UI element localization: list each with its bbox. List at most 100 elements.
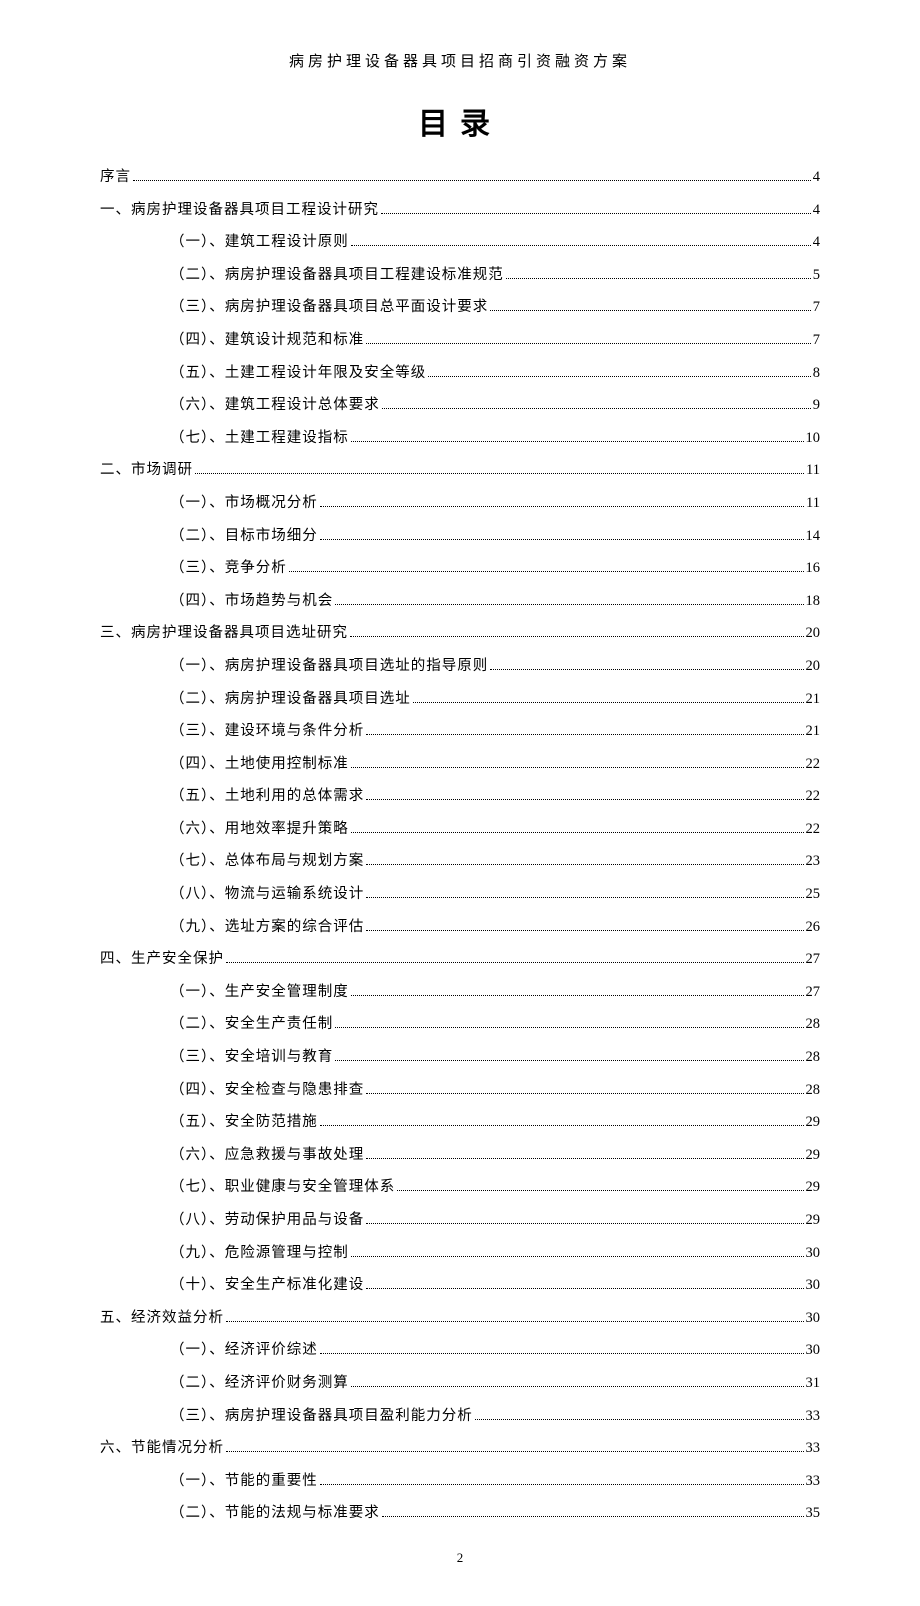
toc-entry-label: （三）、安全培训与教育 bbox=[170, 1045, 333, 1066]
toc-entry: （三）、病房护理设备器具项目盈利能力分析 33 bbox=[100, 1404, 820, 1425]
toc-entry-label: 六、节能情况分析 bbox=[100, 1436, 224, 1457]
toc-entry-page: 18 bbox=[806, 593, 821, 610]
toc-entry-page: 4 bbox=[813, 202, 820, 219]
toc-entry-label: 二、市场调研 bbox=[100, 458, 193, 479]
toc-entry-page: 7 bbox=[813, 332, 820, 349]
toc-entry-label: （十）、安全生产标准化建设 bbox=[170, 1273, 364, 1294]
toc-entry: （二）、经济评价财务测算31 bbox=[100, 1371, 820, 1392]
toc-entry-page: 35 bbox=[806, 1505, 821, 1522]
toc-leader bbox=[335, 1060, 803, 1061]
toc-entry-page: 27 bbox=[806, 951, 821, 968]
toc-entry-page: 33 bbox=[806, 1408, 821, 1425]
toc-entry-label: （七）、职业健康与安全管理体系 bbox=[170, 1175, 395, 1196]
toc-leader bbox=[335, 1027, 803, 1028]
toc-entry-page: 26 bbox=[806, 919, 821, 936]
toc-entry: 一、病房护理设备器具项目工程设计研究 4 bbox=[100, 198, 820, 219]
toc-entry-page: 7 bbox=[813, 299, 820, 316]
toc-entry: （七）、土建工程建设指标10 bbox=[100, 426, 820, 447]
toc-entry: （三）、安全培训与教育28 bbox=[100, 1045, 820, 1066]
toc-entry: （二）、病房护理设备器具项目工程建设标准规范 5 bbox=[100, 263, 820, 284]
page-number: 2 bbox=[100, 1550, 820, 1566]
toc-list: 序言4一、病房护理设备器具项目工程设计研究4（一）、建筑工程设计原则4（二）、病… bbox=[100, 165, 820, 1522]
toc-entry: （四）、土地使用控制标准22 bbox=[100, 752, 820, 773]
toc-entry-page: 29 bbox=[806, 1147, 821, 1164]
toc-leader bbox=[413, 702, 804, 703]
toc-entry-page: 22 bbox=[806, 788, 821, 805]
toc-leader bbox=[366, 864, 803, 865]
toc-entry-page: 33 bbox=[806, 1440, 821, 1457]
toc-leader bbox=[351, 1386, 804, 1387]
toc-entry-label: （二）、安全生产责任制 bbox=[170, 1012, 333, 1033]
toc-entry-label: 序言 bbox=[100, 165, 131, 186]
toc-entry-page: 11 bbox=[806, 462, 820, 479]
toc-entry: （七）、总体布局与规划方案23 bbox=[100, 849, 820, 870]
toc-entry-label: 四、生产安全保护 bbox=[100, 947, 224, 968]
toc-leader bbox=[490, 310, 811, 311]
toc-entry-page: 8 bbox=[813, 365, 820, 382]
toc-entry: （十）、安全生产标准化建设30 bbox=[100, 1273, 820, 1294]
toc-leader bbox=[366, 1093, 803, 1094]
toc-entry-label: （一）、生产安全管理制度 bbox=[170, 980, 349, 1001]
toc-entry-page: 29 bbox=[806, 1179, 821, 1196]
toc-entry-page: 4 bbox=[813, 234, 820, 251]
toc-leader bbox=[506, 278, 811, 279]
toc-entry-page: 21 bbox=[806, 691, 821, 708]
toc-entry-label: （七）、总体布局与规划方案 bbox=[170, 849, 364, 870]
toc-leader bbox=[366, 1288, 803, 1289]
toc-entry: （二）、节能的法规与标准要求35 bbox=[100, 1501, 820, 1522]
toc-leader bbox=[195, 473, 804, 474]
toc-entry: 四、生产安全保护 27 bbox=[100, 947, 820, 968]
toc-entry: （一）、建筑工程设计原则4 bbox=[100, 230, 820, 251]
toc-leader bbox=[133, 180, 811, 181]
toc-leader bbox=[320, 539, 804, 540]
toc-leader bbox=[366, 343, 811, 344]
toc-leader bbox=[366, 897, 803, 898]
toc-entry: （一）、病房护理设备器具项目选址的指导原则20 bbox=[100, 654, 820, 675]
toc-entry: （七）、职业健康与安全管理体系 29 bbox=[100, 1175, 820, 1196]
toc-entry-label: （一）、市场概况分析 bbox=[170, 491, 318, 512]
toc-entry: （二）、安全生产责任制 28 bbox=[100, 1012, 820, 1033]
toc-entry: （三）、病房护理设备器具项目总平面设计要求 7 bbox=[100, 295, 820, 316]
toc-entry-page: 4 bbox=[813, 169, 820, 186]
toc-entry-label: （三）、病房护理设备器具项目总平面设计要求 bbox=[170, 295, 488, 316]
toc-entry-label: （二）、目标市场细分 bbox=[170, 524, 318, 545]
toc-entry-label: （五）、土建工程设计年限及安全等级 bbox=[170, 361, 426, 382]
toc-leader bbox=[320, 1484, 804, 1485]
toc-leader bbox=[382, 1516, 804, 1517]
toc-entry-label: （六）、建筑工程设计总体要求 bbox=[170, 393, 380, 414]
toc-entry: （四）、市场趋势与机会18 bbox=[100, 589, 820, 610]
toc-entry-page: 5 bbox=[813, 267, 820, 284]
toc-entry-label: 五、经济效益分析 bbox=[100, 1306, 224, 1327]
toc-entry-page: 31 bbox=[806, 1375, 821, 1392]
toc-entry-page: 33 bbox=[806, 1473, 821, 1490]
toc-leader bbox=[351, 1256, 804, 1257]
toc-entry-page: 28 bbox=[806, 1016, 821, 1033]
toc-entry: （九）、选址方案的综合评估26 bbox=[100, 915, 820, 936]
document-page: 病房护理设备器具项目招商引资融资方案 目录 序言4一、病房护理设备器具项目工程设… bbox=[0, 0, 920, 1606]
toc-entry-label: 一、病房护理设备器具项目工程设计研究 bbox=[100, 198, 379, 219]
toc-leader bbox=[381, 213, 811, 214]
toc-entry: （五）、土建工程设计年限及安全等级 8 bbox=[100, 361, 820, 382]
toc-entry: （九）、危险源管理与控制30 bbox=[100, 1241, 820, 1262]
toc-leader bbox=[350, 636, 804, 637]
toc-entry: （一）、节能的重要性33 bbox=[100, 1469, 820, 1490]
toc-entry: （六）、用地效率提升策略22 bbox=[100, 817, 820, 838]
toc-entry-label: （三）、建设环境与条件分析 bbox=[170, 719, 364, 740]
toc-entry-page: 14 bbox=[806, 528, 821, 545]
toc-leader bbox=[226, 1321, 804, 1322]
toc-entry-label: （四）、安全检查与隐患排查 bbox=[170, 1078, 364, 1099]
toc-entry-label: （四）、建筑设计规范和标准 bbox=[170, 328, 364, 349]
toc-entry-label: （三）、病房护理设备器具项目盈利能力分析 bbox=[170, 1404, 473, 1425]
toc-entry: （五）、安全防范措施29 bbox=[100, 1110, 820, 1131]
toc-entry: （三）、建设环境与条件分析21 bbox=[100, 719, 820, 740]
toc-entry-label: （八）、劳动保护用品与设备 bbox=[170, 1208, 364, 1229]
toc-entry: 五、经济效益分析30 bbox=[100, 1306, 820, 1327]
toc-leader bbox=[428, 376, 811, 377]
toc-entry-page: 9 bbox=[813, 397, 820, 414]
page-header: 病房护理设备器具项目招商引资融资方案 bbox=[100, 50, 820, 71]
toc-entry: （四）、安全检查与隐患排查28 bbox=[100, 1078, 820, 1099]
toc-entry-label: （二）、病房护理设备器具项目工程建设标准规范 bbox=[170, 263, 504, 284]
toc-leader bbox=[226, 962, 804, 963]
toc-entry-page: 22 bbox=[806, 821, 821, 838]
toc-leader bbox=[226, 1451, 804, 1452]
